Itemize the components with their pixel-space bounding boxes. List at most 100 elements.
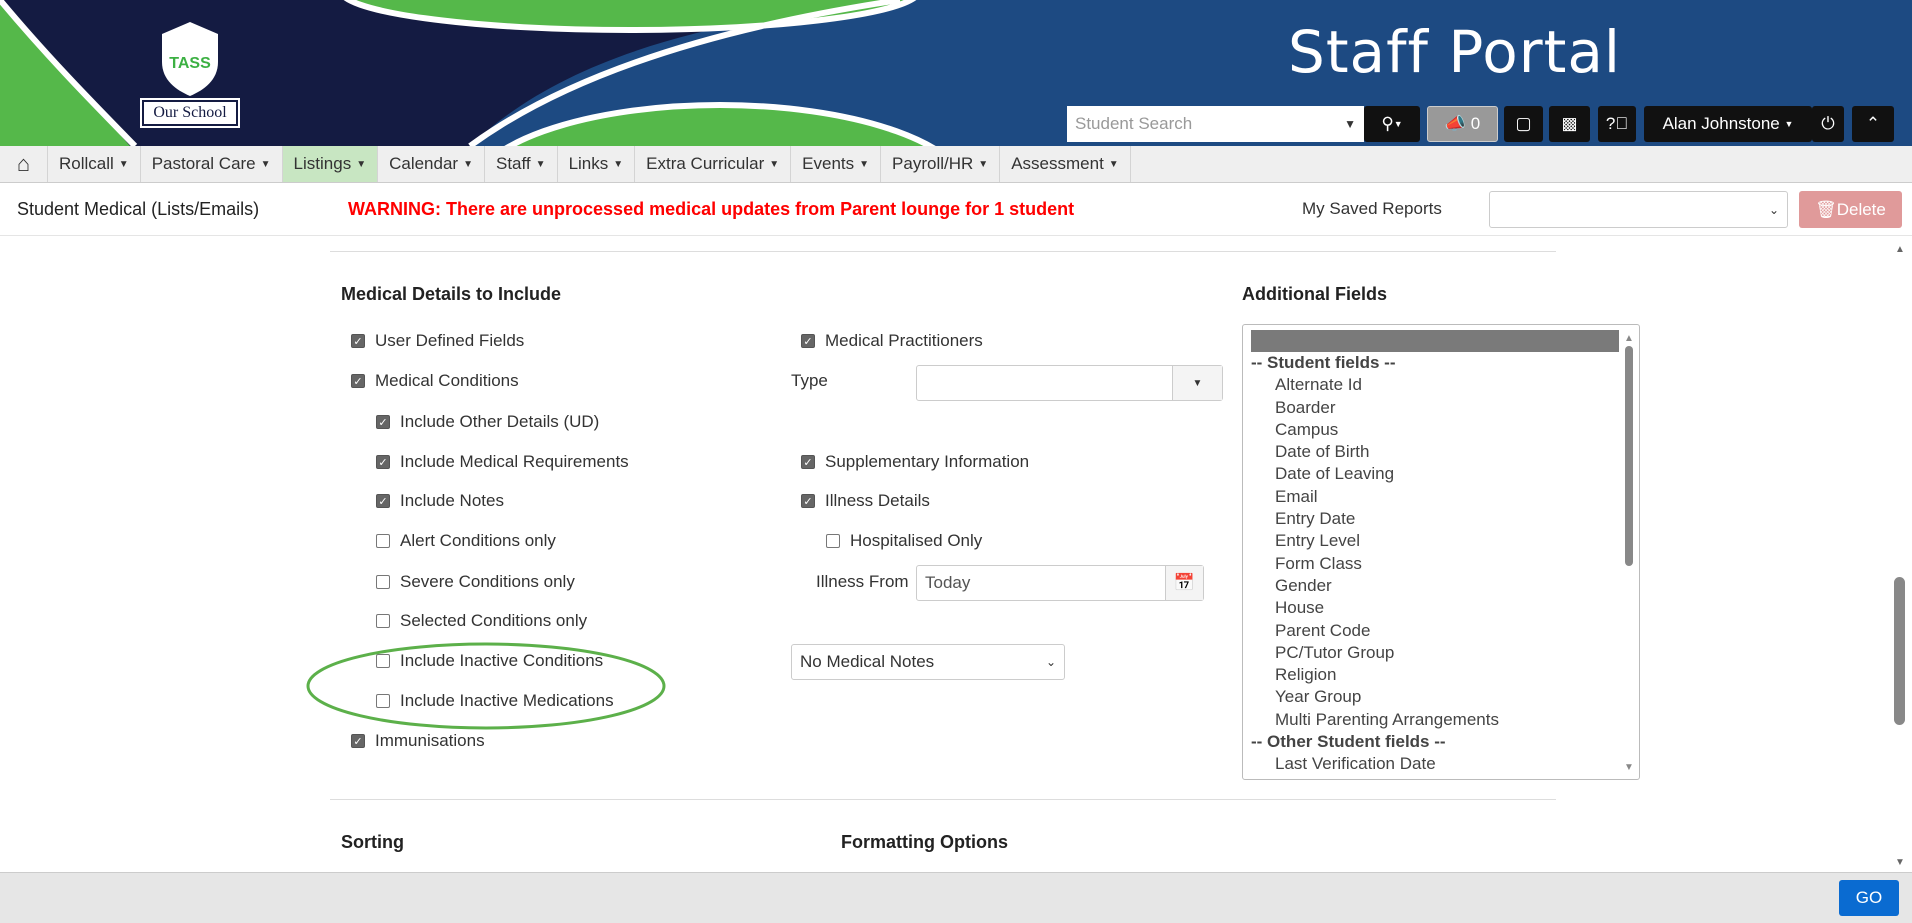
listbox-option[interactable]: Email (1275, 486, 1318, 506)
nav-rollcall[interactable]: Rollcall ▼ (48, 146, 141, 182)
checkbox-icon: ✓ (376, 415, 390, 429)
checkbox-label: Include Other Details (UD) (400, 412, 600, 431)
listbox-option[interactable]: Multi Parenting Arrangements (1275, 709, 1499, 729)
nav-pastoral-care[interactable]: Pastoral Care ▼ (141, 146, 283, 182)
checkbox-include-medical-requirements[interactable]: ✓ Include Medical Requirements (376, 452, 629, 472)
scroll-down-icon[interactable]: ▼ (1624, 762, 1634, 773)
listbox-option[interactable]: Religion (1275, 665, 1337, 685)
checkbox-severe-conditions-only[interactable]: Severe Conditions only (376, 572, 575, 592)
logout-button[interactable]: ⏻ (1812, 106, 1844, 142)
scroll-up-icon[interactable]: ▲ (1895, 244, 1905, 255)
checkbox-icon: ✓ (376, 455, 390, 469)
nav-extra-curricular[interactable]: Extra Curricular ▼ (635, 146, 792, 182)
scrollbar-thumb[interactable] (1625, 346, 1633, 566)
nav-home[interactable]: ⌂ (0, 146, 48, 182)
illness-from-value: Today (925, 573, 971, 592)
listbox-option[interactable]: PC/Tutor Group (1275, 642, 1395, 662)
page-scrollbar[interactable]: ▲ ▼ (1888, 236, 1912, 872)
caret-icon: ▼ (769, 158, 780, 170)
checkbox-include-inactive-medications[interactable]: Include Inactive Medications (376, 691, 614, 711)
student-search-input[interactable]: Student Search ▼ (1067, 106, 1364, 142)
nav-links[interactable]: Links ▼ (558, 146, 636, 182)
listbox-option[interactable]: Date of Leaving (1275, 464, 1395, 484)
user-menu[interactable]: Alan Johnstone ▼ (1644, 106, 1812, 142)
divider (330, 251, 1556, 252)
nav-label: Links (568, 154, 609, 173)
nav-assessment[interactable]: Assessment ▼ (1000, 146, 1131, 182)
medical-details-heading: Medical Details to Include (341, 284, 562, 304)
listbox-option[interactable]: House (1275, 598, 1325, 618)
scroll-down-icon[interactable]: ▼ (1895, 857, 1905, 868)
illness-details-checkbox[interactable]: ✓ Illness Details (801, 491, 930, 511)
checkbox-label: Supplementary Information (825, 452, 1030, 471)
school-logo[interactable]: TASS Our School (140, 18, 240, 128)
checkbox-label: Medical Conditions (375, 371, 519, 390)
warning-message: WARNING: There are unprocessed medical u… (348, 199, 1075, 219)
illness-from-input[interactable]: Today 📅 (916, 565, 1204, 601)
nav-calendar[interactable]: Calendar ▼ (378, 146, 485, 182)
help-button[interactable]: ?⃝ (1598, 106, 1636, 142)
analytics-button[interactable]: ▩ (1549, 106, 1590, 142)
calendar-icon[interactable]: 📅 (1165, 566, 1203, 600)
nav-staff[interactable]: Staff ▼ (485, 146, 558, 182)
listbox-option[interactable]: Entry Date (1275, 509, 1356, 529)
delete-button[interactable]: 🗑 Delete (1799, 191, 1902, 228)
medical-notes-select[interactable]: No Medical Notes ⌄ (791, 644, 1065, 680)
megaphone-icon: 📣 (1444, 114, 1466, 133)
caret-icon: ▼ (535, 158, 546, 170)
additional-fields-listbox[interactable]: -- Student fields -- Alternate Id Boarder C… (1242, 324, 1640, 780)
checkbox-alert-conditions-only[interactable]: Alert Conditions only (376, 531, 556, 551)
listbox-option[interactable]: Parent Code (1275, 620, 1371, 640)
nav-payroll-hr[interactable]: Payroll/HR ▼ (881, 146, 1001, 182)
collapse-header-button[interactable]: ⌃ (1852, 106, 1894, 142)
listbox-option[interactable]: Gender (1275, 575, 1332, 595)
type-select[interactable]: ▼ (916, 365, 1223, 401)
checkbox-include-other-details-ud[interactable]: ✓ Include Other Details (UD) (376, 412, 599, 432)
listbox-option[interactable]: Year Group (1275, 687, 1362, 707)
nav-events[interactable]: Events ▼ (791, 146, 882, 182)
caret-icon: ▼ (1393, 119, 1403, 129)
go-button[interactable]: GO (1839, 880, 1899, 916)
portal-title: Staff Portal (1288, 18, 1622, 86)
checkbox-label: Include Medical Requirements (400, 452, 629, 471)
selected-blank-option[interactable] (1251, 330, 1619, 352)
listbox-group-header: -- Student fields -- (1251, 353, 1396, 372)
checkbox-selected-conditions-only[interactable]: Selected Conditions only (376, 611, 587, 631)
listbox-option[interactable]: Alternate Id (1275, 375, 1362, 395)
video-button[interactable]: ▢ (1504, 106, 1543, 142)
scrollbar-thumb[interactable] (1894, 577, 1905, 725)
nav-label: Pastoral Care (151, 154, 256, 173)
listbox-option[interactable]: Entry Level (1275, 531, 1361, 551)
supplementary-information-checkbox[interactable]: ✓ Supplementary Information (801, 452, 1029, 472)
medical-notes-value: No Medical Notes (800, 652, 935, 671)
listbox-option[interactable]: Date of Birth (1275, 442, 1370, 462)
bottom-bar: GO (0, 872, 1912, 923)
listbox-option[interactable]: Last Verification Date (1275, 754, 1436, 774)
medical-practitioners-checkbox[interactable]: ✓ Medical Practitioners (801, 331, 983, 351)
caret-icon: ▼ (356, 158, 367, 170)
divider (330, 799, 1556, 800)
main-nav: ⌂ Rollcall ▼ Pastoral Care ▼ Listings ▼ Cal… (0, 146, 1912, 183)
listbox-scrollbar[interactable]: ▲ ▼ (1623, 333, 1635, 773)
checkbox-include-notes[interactable]: ✓ Include Notes (376, 491, 504, 511)
search-icon: ⚲ (1381, 114, 1394, 133)
nav-listings[interactable]: Listings ▼ (282, 146, 379, 182)
hospitalised-only-checkbox[interactable]: Hospitalised Only (826, 531, 982, 551)
listbox-option[interactable]: Boarder (1275, 397, 1336, 417)
saved-reports-select[interactable]: ⌄ (1489, 191, 1788, 228)
checkbox-label: Include Inactive Conditions (400, 651, 604, 670)
additional-fields-heading: Additional Fields (1242, 284, 1388, 304)
search-button[interactable]: ⚲ ▼ (1364, 106, 1420, 142)
listbox-option[interactable]: Form Class (1275, 553, 1362, 573)
checkbox-medical-conditions[interactable]: ✓ Medical Conditions (351, 371, 519, 391)
checkbox-label: Illness Details (825, 491, 930, 510)
scroll-up-icon[interactable]: ▲ (1624, 333, 1634, 344)
checkbox-user-defined-fields[interactable]: ✓ User Defined Fields (351, 331, 524, 351)
listbox-group-header: -- Other Student fields -- (1251, 732, 1446, 752)
chevron-down-icon: ⌄ (1768, 202, 1779, 217)
notifications-button[interactable]: 📣 0 (1427, 106, 1498, 142)
checkbox-icon (376, 575, 390, 589)
listbox-option[interactable]: Campus (1275, 419, 1339, 439)
checkbox-include-inactive-conditions[interactable]: Include Inactive Conditions (376, 651, 603, 671)
checkbox-immunisations[interactable]: ✓ Immunisations (351, 731, 485, 751)
